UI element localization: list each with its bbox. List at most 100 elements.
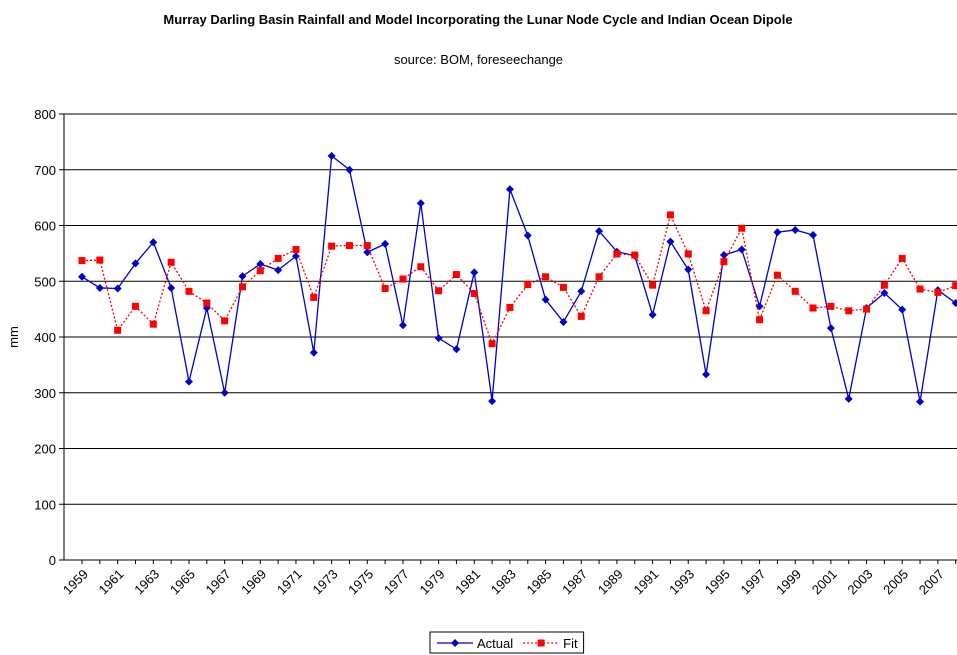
data-point <box>738 224 746 232</box>
data-point <box>916 397 925 406</box>
data-point <box>470 268 479 277</box>
y-tick-label: 400 <box>34 330 56 345</box>
data-point <box>470 290 478 298</box>
legend-marker <box>451 639 459 647</box>
data-point <box>791 225 800 234</box>
data-point <box>488 340 496 348</box>
series-line <box>81 212 956 346</box>
x-tick-label: 1979 <box>417 566 448 597</box>
y-tick-label: 800 <box>34 107 56 122</box>
data-point <box>559 283 567 291</box>
y-tick-label: 100 <box>34 497 56 512</box>
data-point <box>452 271 460 279</box>
x-tick-label: 2007 <box>916 566 947 597</box>
chart-title: Murray Darling Basin Rainfall and Model … <box>163 12 793 27</box>
data-point <box>951 298 957 307</box>
data-point <box>577 312 585 320</box>
x-tick-label: 1977 <box>381 566 412 597</box>
data-point <box>666 237 675 246</box>
data-point <box>809 230 818 239</box>
x-tick-label: 1997 <box>737 566 768 597</box>
x-tick-label: 1975 <box>345 566 376 597</box>
data-point <box>149 320 157 328</box>
data-point <box>381 284 389 292</box>
data-point <box>256 267 264 275</box>
data-point <box>898 254 906 262</box>
data-point <box>435 287 443 295</box>
data-point <box>542 273 550 281</box>
data-point <box>434 334 443 343</box>
data-point <box>291 252 300 261</box>
data-point <box>167 283 176 292</box>
data-point <box>238 272 247 281</box>
data-point <box>863 305 871 313</box>
data-point <box>880 281 888 289</box>
data-point <box>399 275 407 283</box>
x-tick-label: 1973 <box>310 566 341 597</box>
data-point <box>845 307 853 315</box>
data-point <box>220 388 229 397</box>
y-tick-label: 200 <box>34 442 56 457</box>
data-point <box>417 263 425 271</box>
x-tick-label: 2001 <box>809 566 840 597</box>
y-tick-label: 300 <box>34 386 56 401</box>
y-tick-label: 600 <box>34 219 56 234</box>
data-point <box>702 370 711 379</box>
data-point <box>310 293 318 301</box>
x-tick-label: 1967 <box>203 566 234 597</box>
data-point <box>756 316 764 324</box>
data-point <box>737 245 746 254</box>
data-point <box>702 307 710 315</box>
x-tick-label: 2003 <box>844 566 875 597</box>
data-point <box>238 283 246 291</box>
x-tick-label: 1965 <box>167 566 198 597</box>
data-point <box>773 271 781 279</box>
x-tick-label: 1971 <box>274 566 305 597</box>
x-tick-label: 1983 <box>488 566 519 597</box>
data-point <box>934 288 942 296</box>
y-axis-label: mm <box>6 326 21 348</box>
x-tick-label: 1969 <box>238 566 269 597</box>
data-point <box>844 394 853 403</box>
data-point <box>185 287 193 295</box>
data-point <box>363 248 372 257</box>
data-point <box>274 266 283 275</box>
data-point <box>363 242 371 250</box>
data-point <box>595 227 604 236</box>
legend-marker <box>537 639 545 647</box>
data-point <box>488 397 497 406</box>
data-point <box>648 310 657 319</box>
data-point <box>666 211 674 219</box>
data-point <box>131 302 139 310</box>
x-tick-label: 1981 <box>452 566 483 597</box>
data-point <box>221 317 229 325</box>
data-point <box>256 259 265 268</box>
data-point <box>809 304 817 312</box>
data-point <box>649 281 657 289</box>
data-point <box>898 305 907 314</box>
data-point <box>167 258 175 266</box>
x-tick-label: 1985 <box>523 566 554 597</box>
data-point <box>345 165 354 174</box>
data-point <box>826 324 835 333</box>
data-point <box>524 281 532 289</box>
x-tick-label: 1999 <box>773 566 804 597</box>
data-point <box>113 284 122 293</box>
y-tick-label: 0 <box>49 553 56 568</box>
data-point <box>559 317 568 326</box>
x-tick-label: 1993 <box>666 566 697 597</box>
data-point <box>595 273 603 281</box>
chart-subtitle: source: BOM, foreseechange <box>393 52 564 67</box>
data-point <box>327 151 336 160</box>
data-point <box>631 251 639 259</box>
data-point <box>452 345 461 354</box>
data-point <box>274 254 282 262</box>
data-point <box>755 302 764 311</box>
data-point <box>506 303 514 311</box>
x-tick-label: 1987 <box>559 566 590 597</box>
data-point <box>684 250 692 258</box>
data-point <box>78 272 86 281</box>
data-point <box>577 287 586 296</box>
